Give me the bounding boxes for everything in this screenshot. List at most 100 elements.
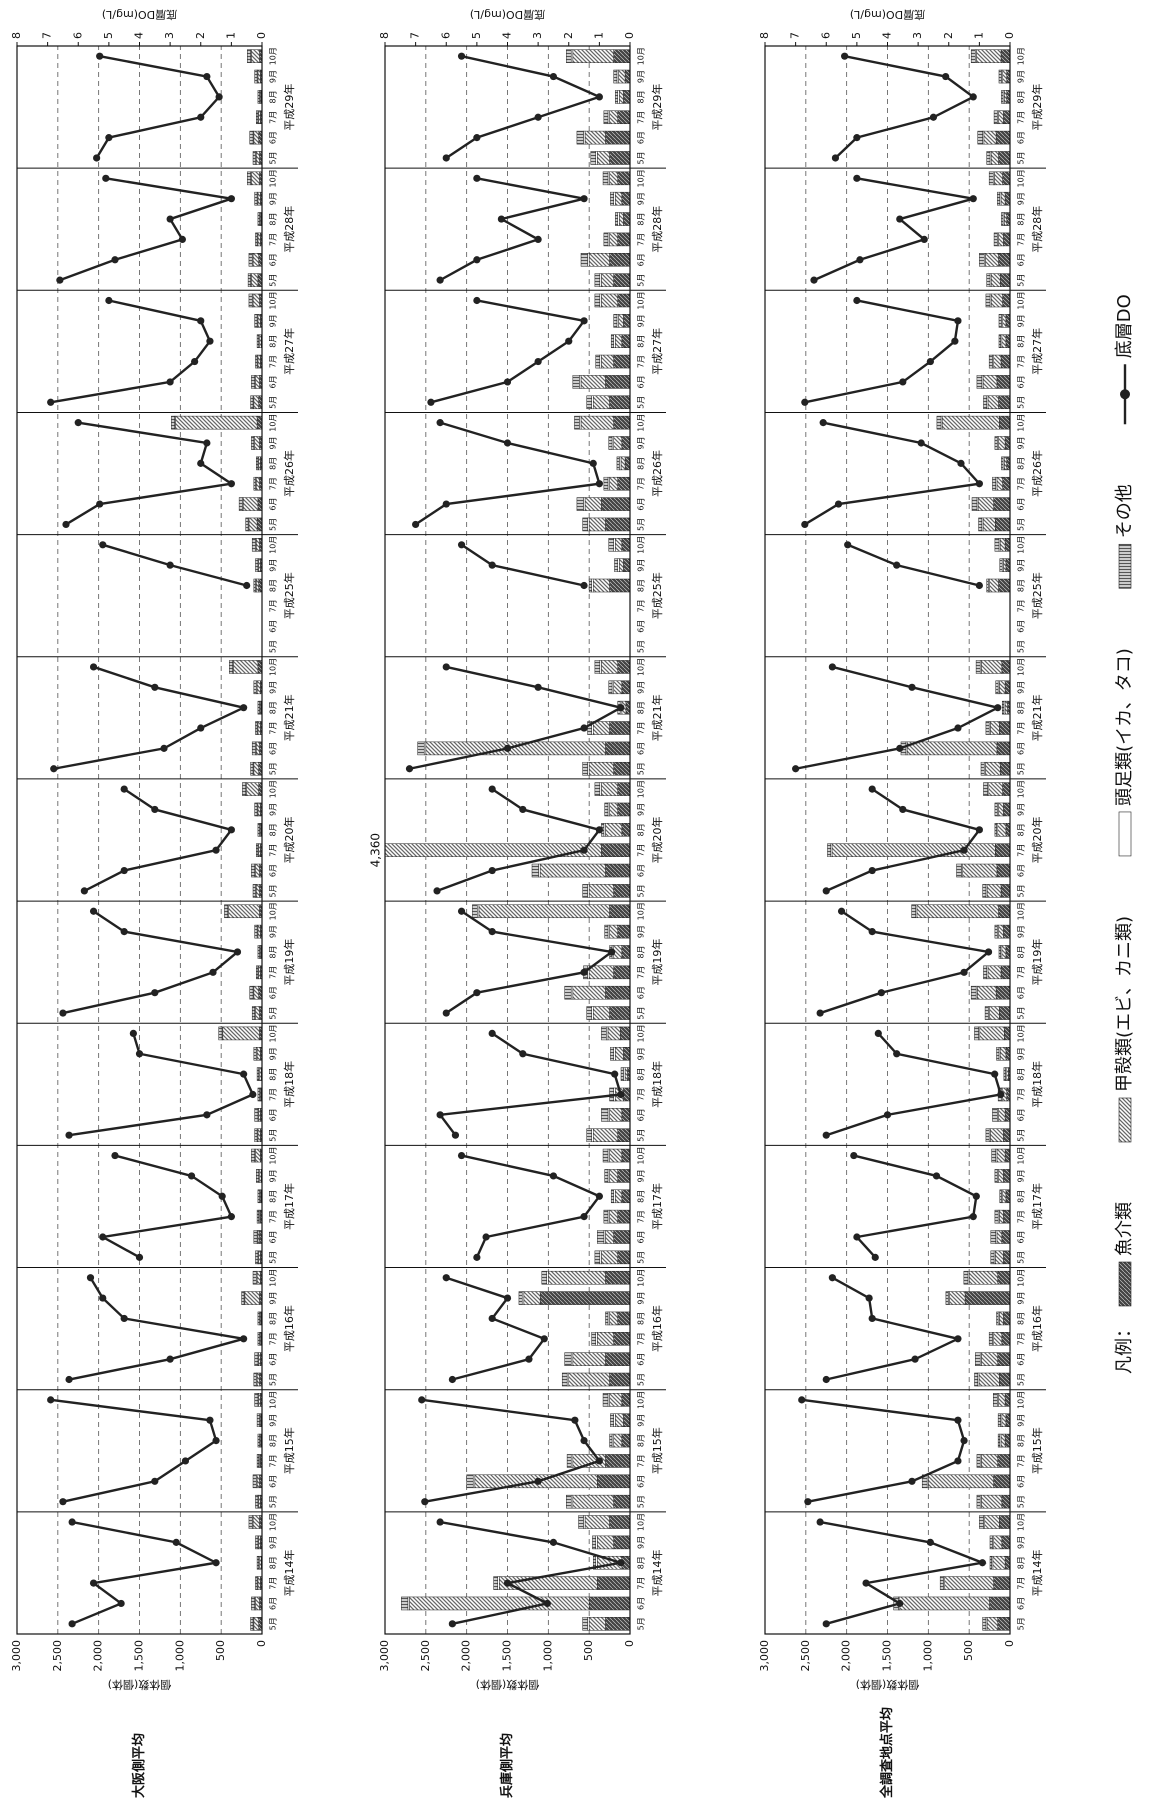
- bar-segment: [610, 1413, 614, 1427]
- do-line: [825, 788, 982, 892]
- bar-segment: [566, 1454, 572, 1468]
- x-tick-label: 6月: [1017, 1475, 1026, 1488]
- bar-segment: [617, 924, 630, 939]
- bar-segment: [993, 354, 1002, 369]
- do-point: [540, 1335, 548, 1343]
- x-tick-label: 6月: [269, 1230, 278, 1243]
- bar-segment: [255, 721, 258, 735]
- do-point: [926, 1538, 934, 1546]
- do-point: [549, 1172, 558, 1180]
- do-point: [227, 1213, 235, 1221]
- bar-segment: [252, 151, 256, 165]
- do-point: [503, 1579, 512, 1587]
- do-point: [932, 1172, 941, 1180]
- bar-segment: [999, 1311, 1004, 1326]
- do-point: [89, 1579, 98, 1587]
- bar-segment: [252, 1270, 257, 1285]
- bar-segment: [601, 354, 614, 369]
- bar-segment: [609, 395, 630, 410]
- y-tick-label: 500: [962, 1640, 975, 1661]
- x-tick-label: 7月: [269, 477, 278, 490]
- bar-segment: [983, 130, 997, 145]
- x-tick-label: 10月: [269, 1269, 278, 1287]
- bar-segment: [613, 1230, 630, 1244]
- x-tick-label: 6月: [1017, 620, 1026, 633]
- x-tick-label: 8月: [637, 1556, 646, 1569]
- x-tick-label: 5月: [269, 1495, 278, 1508]
- do-point: [893, 561, 901, 569]
- do-line: [819, 910, 992, 1015]
- x-tick-label: 9月: [1017, 314, 1026, 327]
- bar-segment: [248, 293, 253, 308]
- bar-segment: [1004, 191, 1010, 206]
- bar-segment: [977, 497, 994, 511]
- x-tick-label: 10月: [637, 291, 646, 309]
- x-tick-label: 7月: [269, 966, 278, 979]
- bar-segment: [586, 1006, 592, 1020]
- do-point: [534, 683, 542, 691]
- bar-segment: [625, 700, 630, 715]
- bar-segment: [624, 1067, 628, 1081]
- do-point: [488, 785, 496, 793]
- bar-segment: [256, 517, 262, 532]
- bar-segment: [998, 945, 1001, 959]
- bar-segment: [1002, 1189, 1007, 1204]
- x-tick-label: 9月: [637, 803, 646, 816]
- bar-segment: [493, 1576, 498, 1590]
- x-tick-label: 7月: [637, 1332, 646, 1345]
- bar-segment: [257, 1433, 260, 1448]
- x-tick-label: 8月: [637, 1434, 646, 1447]
- x-tick-label: 7月: [637, 966, 646, 979]
- bar-segment: [1005, 1189, 1010, 1204]
- do-point: [519, 805, 527, 814]
- x-tick-label: 7月: [1017, 1332, 1026, 1345]
- bar-segment: [254, 1108, 259, 1122]
- bar-segment: [531, 863, 539, 878]
- x-tick-label: 10月: [1017, 169, 1026, 187]
- y-tick-label: 2,000: [460, 1640, 473, 1672]
- bar-segment: [257, 802, 261, 817]
- bar-segment: [246, 782, 259, 796]
- panel-title: 兵庫側平均: [499, 1733, 515, 1798]
- bar-segment: [254, 924, 258, 939]
- do-point: [611, 1070, 619, 1078]
- bar-segment: [539, 1291, 630, 1305]
- bar-segment: [586, 1128, 592, 1142]
- bar-segment: [621, 1189, 630, 1204]
- bar-segment: [994, 436, 998, 450]
- x-tick-label: 5月: [269, 640, 278, 653]
- do-line: [53, 665, 248, 770]
- bar-segment: [989, 1535, 993, 1550]
- x-tick-label: 8月: [637, 1312, 646, 1325]
- bar-segment: [256, 1047, 261, 1061]
- bar-segment: [256, 1209, 259, 1224]
- bar-segment: [588, 253, 610, 267]
- bar-segment: [617, 293, 630, 308]
- bar-segment: [591, 1332, 596, 1346]
- do-point: [595, 1192, 603, 1200]
- do-point: [68, 1620, 76, 1628]
- x-tick-label: 7月: [1017, 966, 1026, 979]
- x-tick-label: 10月: [269, 780, 278, 798]
- bar-segment: [256, 680, 261, 695]
- bar-segment: [601, 293, 619, 308]
- do-point: [120, 1314, 128, 1323]
- bar-segment: [615, 1413, 624, 1427]
- bar-segment: [605, 1230, 614, 1244]
- bar-segment: [617, 110, 630, 125]
- bar-segment: [982, 884, 987, 898]
- x-tick-label: 6月: [269, 742, 278, 755]
- x-tick-label: 9月: [269, 314, 278, 327]
- bar-segment: [597, 1332, 614, 1346]
- x-tick-label: 10月: [1017, 1391, 1026, 1409]
- legend: 凡例： 魚介類 甲殻類(エビ、カニ類) 頭足類(イカ、タコ) その他 底層DO: [1114, 294, 1135, 1374]
- bar-segment: [417, 741, 425, 756]
- bar-segment: [979, 1026, 1005, 1041]
- x-tick-label: 8月: [637, 579, 646, 592]
- bar-segment: [253, 1617, 259, 1631]
- bar-segment: [1005, 1413, 1010, 1427]
- bar-segment: [588, 1617, 606, 1631]
- x-tick-label: 7月: [637, 599, 646, 612]
- bar-segment: [623, 314, 630, 328]
- bar-segment: [992, 476, 996, 491]
